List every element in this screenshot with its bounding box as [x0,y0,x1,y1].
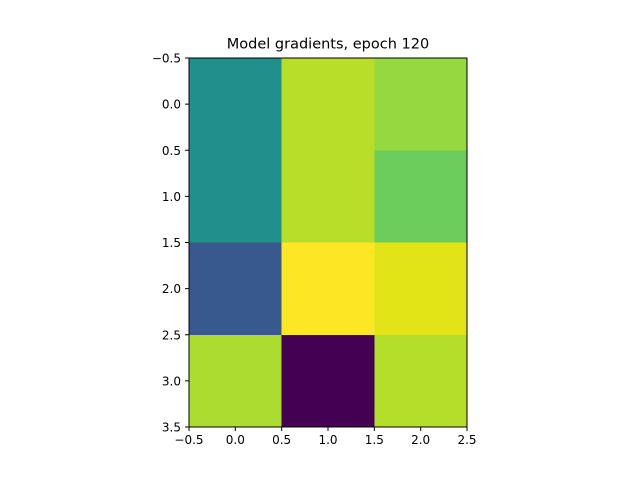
x-tick-label: 2.5 [457,433,476,447]
x-tick-label: 0.0 [226,433,245,447]
y-tick-label: 3.0 [162,374,181,388]
y-tick-label: 0.0 [162,98,181,112]
heatmap-cell-10 [374,334,467,427]
x-tick-label: 2.0 [411,433,430,447]
x-tick-label: −0.5 [174,433,203,447]
heatmap-cell-4 [374,150,467,243]
heatmap-cell-1 [189,58,282,243]
x-tick-label: 0.5 [272,433,291,447]
heatmap-cell-7 [374,242,467,335]
heatmap-cell-5 [189,242,282,335]
heatmap-cell-9 [281,334,375,427]
y-tick-label: 3.5 [162,421,181,435]
y-axis-ticks: −0.5 0.0 0.5 1.0 1.5 2.0 2.5 3.0 3.5 [152,52,189,435]
y-tick-label: 2.0 [162,282,181,296]
heatmap-cell-2 [281,58,375,243]
y-tick-label: 1.5 [162,236,181,250]
y-tick-label: 1.0 [162,190,181,204]
heatmap-cell-6 [281,242,375,335]
heatmap-cell-3 [374,58,467,151]
heatmap-cells [189,58,467,427]
heatmap-cell-8 [189,334,282,427]
y-tick-label: −0.5 [152,52,181,66]
y-tick-label: 0.5 [162,144,181,158]
x-tick-label: 1.5 [365,433,384,447]
y-tick-label: 2.5 [162,328,181,342]
x-axis-ticks: −0.5 0.0 0.5 1.0 1.5 2.0 2.5 [174,427,477,447]
chart-title: Model gradients, epoch 120 [227,37,429,53]
x-tick-label: 1.0 [318,433,337,447]
